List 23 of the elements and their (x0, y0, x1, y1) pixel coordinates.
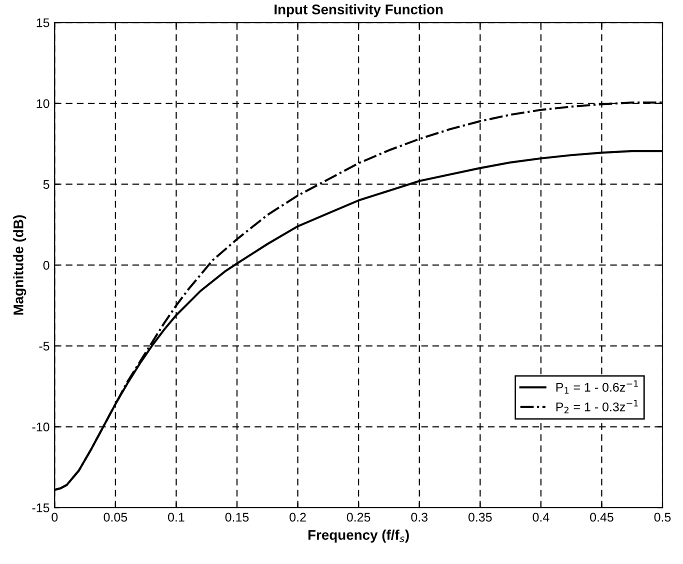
x-tick-label: 0.3 (411, 512, 428, 522)
y-tick-label: -5 (39, 342, 50, 351)
legend-label: P$_{2}$ = 1 - 0.3z$^{−1}$ (556, 400, 638, 414)
y-tick-label: 10 (36, 99, 50, 108)
y-tick-label: 0 (43, 260, 50, 270)
x-tick-label: 0.2 (290, 512, 306, 522)
x-tick-label: 0.15 (225, 512, 249, 522)
y-tick-label: 15 (36, 18, 50, 28)
x-tick-label: 0 (52, 512, 58, 522)
y-tick-label: -15 (32, 504, 50, 512)
x-axis-title: Frequency (f/f$_{s}$) (308, 530, 409, 543)
y-tick-label: 5 (43, 180, 50, 189)
y-axis-title: Magnitude (dB) (13, 215, 26, 315)
x-tick-label: 0.4 (532, 512, 550, 522)
chart-title: Input Sensitivity Function (274, 4, 443, 18)
x-tick-label: 0.35 (468, 512, 492, 522)
x-tick-label: 0.45 (590, 512, 614, 522)
legend-label: P$_{1}$ = 1 - 0.6z$^{−1}$ (556, 380, 638, 394)
x-tick-label: 0.25 (346, 512, 370, 522)
x-tick-label: 0.1 (168, 512, 184, 522)
y-tick-label: -10 (32, 422, 50, 432)
x-tick-label: 0.05 (104, 512, 128, 522)
x-tick-label: 0.5 (654, 512, 671, 522)
